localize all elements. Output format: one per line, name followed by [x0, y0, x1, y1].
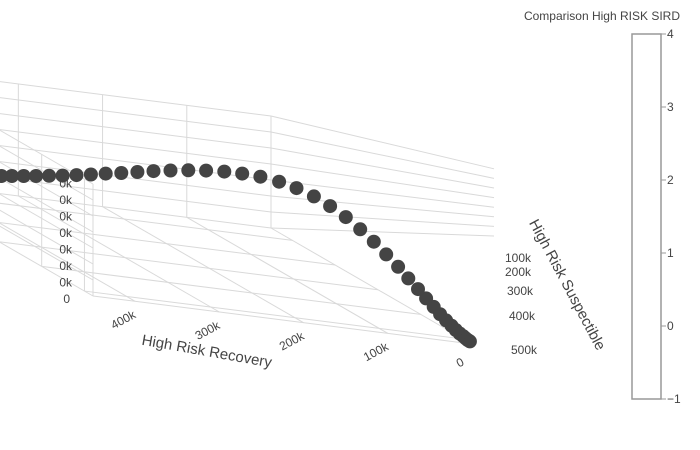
data-point[interactable]: [0, 169, 9, 183]
data-point[interactable]: [199, 163, 214, 178]
z-tick-label: 0k: [59, 193, 73, 207]
floor-gridline: [18, 195, 220, 313]
floor-gridline: [186, 216, 389, 334]
floor-gridline: [0, 202, 293, 241]
colorbar: Comparison High RISK SIRD −1 0 1 2 3 4: [524, 9, 681, 406]
data-point[interactable]: [163, 163, 178, 178]
data-point[interactable]: [16, 169, 31, 183]
data-point[interactable]: [55, 168, 70, 183]
z-tick-label: 0k: [59, 276, 73, 290]
y-tick-label: 300k: [507, 284, 534, 298]
data-point[interactable]: [419, 291, 434, 306]
scene-grid: [0, 81, 495, 345]
data-point[interactable]: [4, 169, 19, 183]
data-point[interactable]: [130, 165, 145, 179]
floor-gridline: [0, 241, 378, 291]
colorbar-tick-label: 2: [667, 173, 674, 187]
colorbar-tick-label: 4: [667, 27, 674, 41]
data-point[interactable]: [401, 271, 416, 286]
colorbar-tick-label: −1: [667, 392, 681, 406]
data-point[interactable]: [146, 164, 161, 179]
data-point[interactable]: [253, 169, 268, 184]
side-wall-gridline: [0, 241, 94, 297]
data-point[interactable]: [411, 282, 425, 297]
x-tick-label: 200k: [277, 328, 307, 353]
back-wall-gridline: [0, 97, 272, 133]
data-point[interactable]: [29, 169, 43, 183]
data-point[interactable]: [114, 166, 129, 180]
colorbar-title: Comparison High RISK SIRD: [524, 9, 680, 23]
back-wall-gridline: [0, 113, 272, 149]
z-tick-label: 0k: [59, 210, 73, 224]
data-point[interactable]: [366, 234, 381, 249]
side-wall-gridline: [0, 209, 94, 265]
scatter-markers: [0, 163, 477, 349]
side-wall-gridline: [0, 193, 94, 249]
x-tick-label: 300k: [193, 318, 223, 343]
right-wall-gridline: [270, 163, 495, 199]
y-tick-label: 400k: [509, 309, 536, 323]
right-wall-gridline: [270, 227, 495, 237]
side-wall-gridline: [0, 161, 94, 217]
right-wall-gridline: [270, 211, 495, 227]
colorbar-frame: [631, 33, 662, 400]
floor-gridline: [270, 227, 473, 345]
z-tick-label: 0k: [59, 259, 73, 273]
data-point[interactable]: [181, 163, 196, 178]
data-point[interactable]: [353, 222, 368, 237]
floor-gridline: [41, 265, 421, 315]
data-point[interactable]: [338, 210, 353, 225]
x-tick-label: 100k: [361, 339, 391, 364]
data-point[interactable]: [391, 259, 406, 274]
data-point[interactable]: [323, 199, 338, 214]
z-tick-label: 0: [63, 292, 70, 306]
colorbar-tick-label: 1: [667, 246, 674, 260]
data-point[interactable]: [69, 168, 84, 183]
data-point[interactable]: [217, 164, 232, 179]
y-tick-label: 100k: [505, 251, 532, 265]
back-wall-gridline: [0, 129, 272, 165]
right-wall-gridline: [270, 147, 495, 189]
data-point[interactable]: [289, 181, 304, 196]
data-point[interactable]: [379, 247, 394, 262]
back-wall-gridline: [0, 193, 272, 229]
back-wall-gridline: [0, 81, 272, 117]
data-point[interactable]: [306, 189, 321, 204]
y-axis-title: High Risk Suspectible: [525, 216, 609, 353]
data-point[interactable]: [83, 167, 98, 182]
right-wall-gridline: [270, 131, 495, 179]
data-point[interactable]: [272, 174, 287, 189]
floor-gridline: [0, 222, 136, 302]
z-tick-label: 0k: [59, 243, 73, 257]
data-point[interactable]: [42, 168, 57, 183]
side-wall-gridline: [0, 225, 94, 281]
y-tick-label: 200k: [505, 265, 532, 279]
colorbar-ticks: −1 0 1 2 3 4: [661, 27, 681, 406]
floor-gridline: [84, 290, 464, 340]
x-tick-label: 400k: [108, 307, 138, 332]
colorbar-tick-label: 0: [667, 319, 674, 333]
floor-gridline: [102, 206, 304, 324]
colorbar-tick-label: 3: [667, 100, 674, 114]
scene-edge: [92, 295, 473, 345]
side-wall-gridline: [0, 129, 94, 185]
data-point[interactable]: [235, 166, 250, 181]
x-tick-label: 0: [454, 355, 467, 371]
y-tick-label: 500k: [511, 343, 538, 357]
side-wall-gridline: [0, 177, 94, 233]
right-wall-gridline: [270, 179, 495, 208]
data-point[interactable]: [98, 166, 113, 181]
floor-gridline: [0, 222, 336, 266]
back-wall-gridline: [0, 177, 272, 213]
axis-ticks: 0100k200k300k400k100k200k300k400k500k00k…: [59, 177, 538, 371]
z-tick-label: 0k: [59, 226, 73, 240]
right-wall-gridline: [270, 115, 495, 170]
